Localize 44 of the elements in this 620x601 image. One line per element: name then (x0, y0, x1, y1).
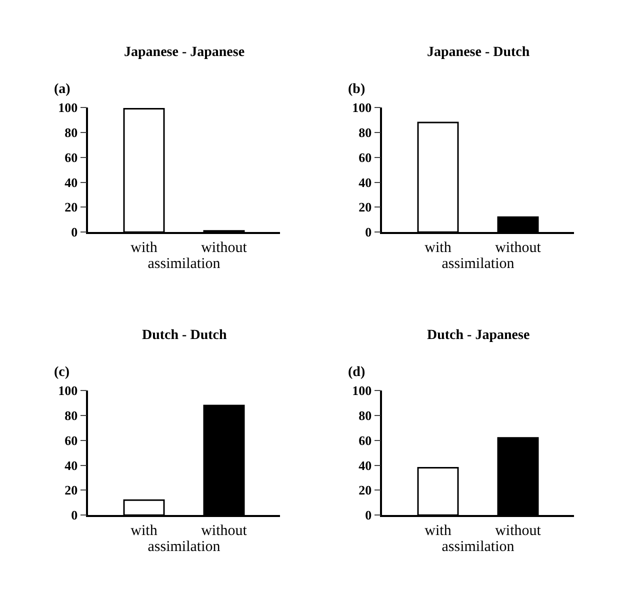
text: (a) (54, 82, 71, 97)
y-tick-label: 40 (64, 174, 78, 190)
x-tick-label: with (130, 240, 158, 256)
y-tick-label: 20 (64, 482, 78, 498)
y-tick-label: 0 (365, 224, 372, 240)
x-tick-label: with (130, 522, 158, 539)
y-tick-label: 20 (358, 482, 372, 498)
x-tick-label: without (201, 240, 248, 256)
y-tick-label: 40 (358, 458, 372, 473)
chart-title: Japanese - Japanese (124, 45, 245, 60)
x-axis-title: assimilation (442, 538, 515, 555)
y-tick-label: 60 (64, 150, 78, 165)
chart-title: Dutch - Dutch (142, 328, 227, 343)
x-axis-title: assimilation (442, 256, 515, 272)
text: (b) (348, 82, 366, 97)
y-tick-label: 100 (58, 100, 78, 116)
y-tick-label: 80 (64, 408, 78, 424)
y-tick-label: 20 (358, 200, 372, 215)
y-tick-label: 80 (358, 408, 372, 424)
y-tick-label: 20 (64, 200, 78, 215)
y-tick-label: 100 (352, 100, 372, 116)
y-tick-label: 0 (71, 508, 78, 523)
y-tick-label: 80 (64, 125, 78, 140)
x-tick-label: without (201, 522, 248, 539)
y-tick-label: 40 (64, 458, 78, 473)
y-tick-label: 100 (352, 383, 372, 398)
y-tick-label: 0 (365, 508, 372, 523)
x-tick-label: with (424, 240, 452, 256)
x-axis-title: assimilation (148, 538, 221, 555)
y-tick-label: 60 (358, 150, 372, 165)
chart-title: Japanese - Dutch (427, 45, 530, 60)
y-tick-label: 60 (64, 432, 78, 448)
y-tick-label: 40 (358, 174, 372, 190)
x-tick-label: with (424, 522, 452, 539)
text: (c) (54, 365, 70, 380)
chart-title: Dutch - Japanese (427, 328, 530, 343)
x-tick-label: without (495, 240, 542, 256)
y-tick-label: 0 (71, 224, 78, 240)
x-axis-title: assimilation (148, 256, 221, 272)
text: (d) (348, 365, 366, 380)
x-tick-label: without (495, 522, 542, 539)
y-tick-label: 80 (358, 125, 372, 140)
y-tick-label: 100 (58, 383, 78, 398)
y-tick-label: 60 (358, 432, 372, 448)
